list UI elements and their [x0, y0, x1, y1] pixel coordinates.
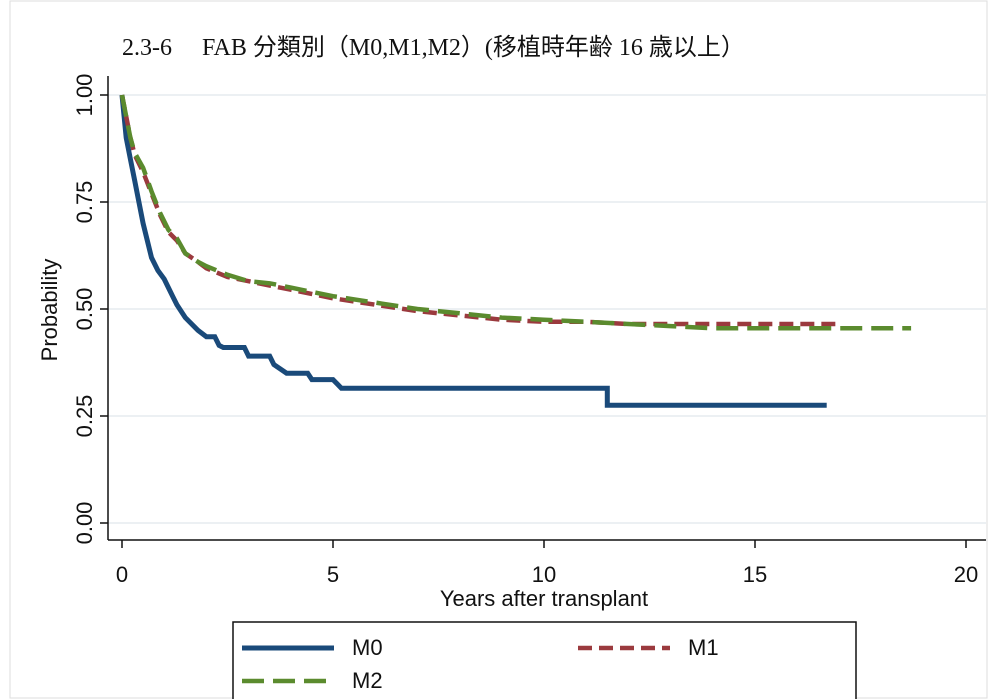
y-tick-label-4: 1.00 [72, 74, 97, 117]
x-tick-label-1: 5 [327, 562, 339, 587]
y-tick-label-1: 0.25 [72, 395, 97, 438]
series-line-m0 [119, 94, 827, 408]
series-line-m2 [119, 94, 912, 331]
y-tick-label-3: 0.75 [72, 181, 97, 224]
x-tick-label-3: 15 [743, 562, 767, 587]
x-tick-label-2: 10 [532, 562, 556, 587]
y-axis-label: Probability [37, 259, 62, 362]
x-tick-label-4: 20 [954, 562, 978, 587]
axes: 0.00 0.25 0.50 0.75 1.00 0 5 10 15 20 [72, 74, 986, 587]
legend-label-m1: M1 [688, 635, 719, 660]
chart-title: 2.3-6 FAB 分類別（M0,M1,M2）(移植時年齢 16 歳以上） [122, 34, 745, 61]
legend-label-m2: M2 [352, 668, 383, 693]
legend-box [232, 621, 857, 699]
x-axis-label: Years after transplant [440, 586, 648, 611]
y-tick-label-2: 0.50 [72, 288, 97, 331]
y-tick-label-0: 0.00 [72, 502, 97, 545]
legend: M0 M1 M2 [232, 621, 857, 699]
legend-label-m0: M0 [352, 635, 383, 660]
grid-lines [108, 94, 986, 524]
series-lines [119, 94, 912, 408]
x-tick-label-0: 0 [116, 562, 128, 587]
figure-frame [9, 0, 988, 699]
